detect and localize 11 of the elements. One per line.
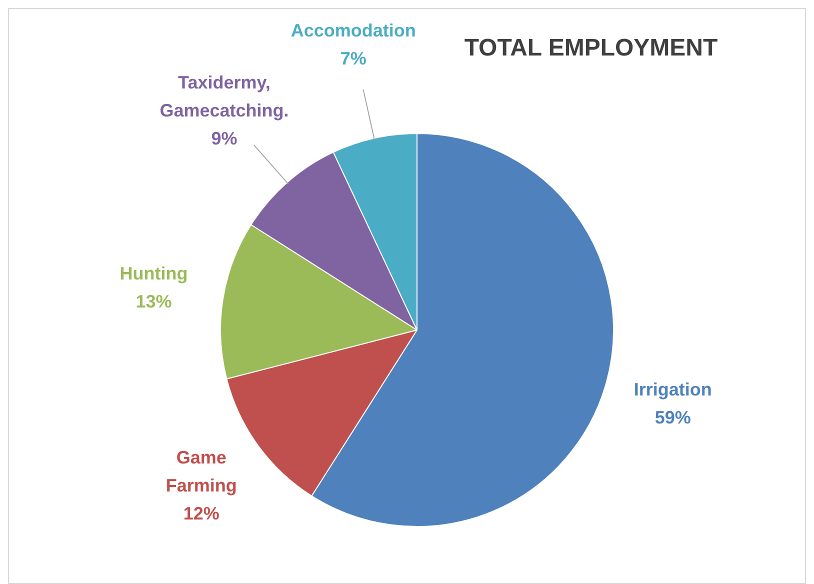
data-label: 7% [340,48,366,68]
data-label: 12% [183,504,220,524]
slice-label: Hunting [120,263,188,284]
data-label: 13% [136,291,172,312]
slice-label: Accomodation [290,20,416,40]
data-label: 9% [211,128,238,148]
slice-label: Game Farming [166,448,237,496]
slice-label: Irrigation [634,379,712,400]
data-label: 59% [654,407,691,428]
text: TOTAL EMPLOYMENT [464,34,718,62]
slice-label: Taxidermy, Gamecatching. [160,72,289,120]
